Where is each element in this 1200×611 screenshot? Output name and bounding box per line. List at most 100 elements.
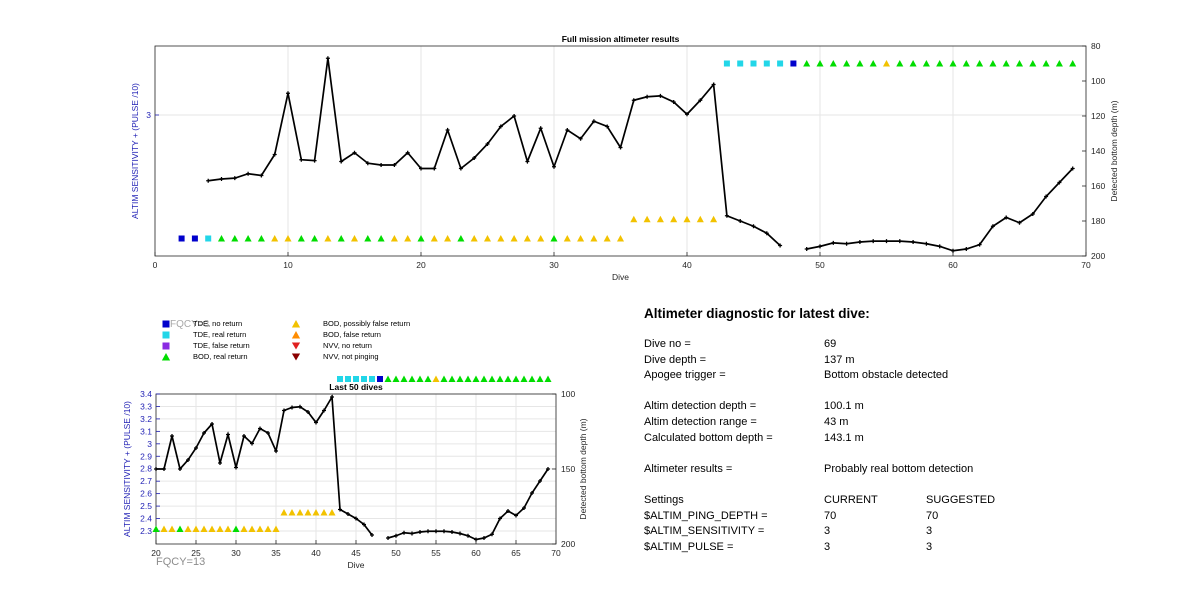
last50-left-tick-label: 3.3 [140,401,152,411]
mission-depth-point [1004,215,1009,220]
mission-marker-bod-possibly-false-return [444,235,452,242]
altimeter-diagnostic-panel: Altimeter diagnostic for latest dive: Di… [644,306,1164,555]
mission-depth-point [206,178,211,183]
mission-depth-point [392,163,397,167]
last50-depth-point [226,432,230,437]
last50-depth-point [418,530,422,534]
mission-depth-point [857,240,862,244]
last50-marker-bod-real-return [504,375,512,382]
mission-depth-point [1070,166,1075,171]
last50-depth-point [514,513,518,518]
last50-x-tick-label: 65 [511,548,521,558]
mission-marker-bod-real-return [231,235,239,242]
mission-depth-point [711,82,716,87]
mission-marker-bod-possibly-false-return [670,215,678,223]
last50-depth-point [266,431,270,435]
last50-marker-bod-possibly-false-return [184,525,192,532]
last50-depth-point [354,516,358,521]
apogee-trigger-label: Apogee trigger = [644,369,726,382]
mission-right-tick-label: 160 [1091,181,1105,191]
last50-depth-point [314,420,318,425]
legend-swatch [162,342,170,350]
mission-marker-bod-real-return [337,235,345,242]
last50-marker-bod-real-return [408,375,416,382]
legend-swatch [291,320,301,328]
dive-depth-label: Dive depth = [644,353,707,366]
mission-x-tick-label: 60 [948,260,958,270]
mission-depth-point [432,166,437,171]
last50-bottom-depth-line-1 [156,394,373,536]
mission-marker-bod-real-return [896,60,904,67]
last50-x-tick-label: 25 [191,548,201,558]
mission-depth-point [911,240,916,244]
mission-depth-point [724,213,729,218]
mission-depth-point [472,156,477,160]
last50-marker-bod-possibly-false-return [304,509,312,516]
mission-depth-point [685,112,689,117]
detection-depth-label: Altim detection depth = [644,400,757,413]
last50-marker-bod-possibly-false-return [216,525,224,532]
mission-marker-bod-possibly-false-return [483,235,492,242]
last50-x-tick-label: 70 [551,548,561,558]
legend-label: BOD, real return [193,352,248,361]
mission-depth-point [751,224,756,229]
last50-depth-point [362,522,366,527]
mission-depth-point [937,244,942,249]
last50-marker-bod-possibly-false-return [256,525,264,532]
mission-depth-point [552,164,556,169]
legend-swatch [291,331,301,339]
last50-left-tick-label: 2.4 [140,514,152,524]
last50-depth-point [402,530,406,535]
last50-marker-bod-possibly-false-return [312,509,320,516]
last50-depth-point [346,512,350,516]
apogee-trigger-value: Bottom obstacle detected [824,369,949,382]
mission-depth-point [884,239,889,244]
last50-marker-tde-real-return [361,376,367,382]
legend-label: NVV, not pinging [323,352,379,361]
mission-x-tick-label: 20 [416,260,426,270]
mission-x-axis-label: Dive [612,272,629,282]
legend-swatch [162,320,170,328]
legend-marker-nvv-not-pinging [291,353,301,361]
calculated-depth-label: Calculated bottom depth = [644,431,773,444]
legend-marker-tde-real-return [162,331,170,339]
last50-marker-bod-real-return [384,375,392,382]
mission-marker-bod-real-return [909,60,917,67]
mission-depth-point [658,93,663,98]
last50-marker-bod-possibly-false-return [208,525,216,532]
legend-marker-tde-false-return [162,342,170,350]
last50-depth-point [322,408,326,413]
mission-marker-bod-possibly-false-return [710,215,718,223]
last50-marker-bod-possibly-false-return [192,525,200,532]
last50-depth-point [474,537,478,542]
last50-left-tick-label: 2.6 [140,489,152,499]
mission-depth-point [498,124,503,129]
last50-depth-point [370,533,374,537]
sensitivity-current: 3 [824,525,831,538]
mission-marker-bod-possibly-false-return [696,215,704,223]
last50-left-tick-label: 2.9 [140,451,152,461]
ping-depth-label: $ALTIM_PING_DEPTH = [644,509,768,522]
last50-marker-bod-possibly-false-return [160,525,168,532]
last50-marker-bod-real-return [416,375,424,382]
mission-depth-point [804,247,809,251]
last50-depth-point [242,434,246,438]
mission-marker-bod-possibly-false-return [577,235,585,242]
last50-depth-point [458,531,462,536]
last50-left-tick-label: 2.8 [140,464,152,474]
last50-marker-bod-real-return [456,375,464,382]
last50-depth-point [338,507,342,512]
last50-left-tick-label: 2.7 [140,476,152,486]
mission-marker-bod-possibly-false-return [523,235,531,242]
mission-bottom-depth-line-2 [806,167,1074,252]
mission-marker-bod-real-return [257,235,265,242]
last50-x-axis-label: Dive [347,560,364,570]
last50-depth-point [170,434,174,438]
diag-row-dive-depth: Dive depth = 137 m [644,353,1164,369]
mission-depth-point [246,171,251,176]
mission-marker-bod-real-return [550,235,558,242]
mission-marker-bod-possibly-false-return [284,235,292,242]
mission-marker-bod-possibly-false-return [630,215,638,223]
last50-right-tick-label: 100 [561,389,575,399]
mission-marker-tde-real-return [750,60,757,67]
